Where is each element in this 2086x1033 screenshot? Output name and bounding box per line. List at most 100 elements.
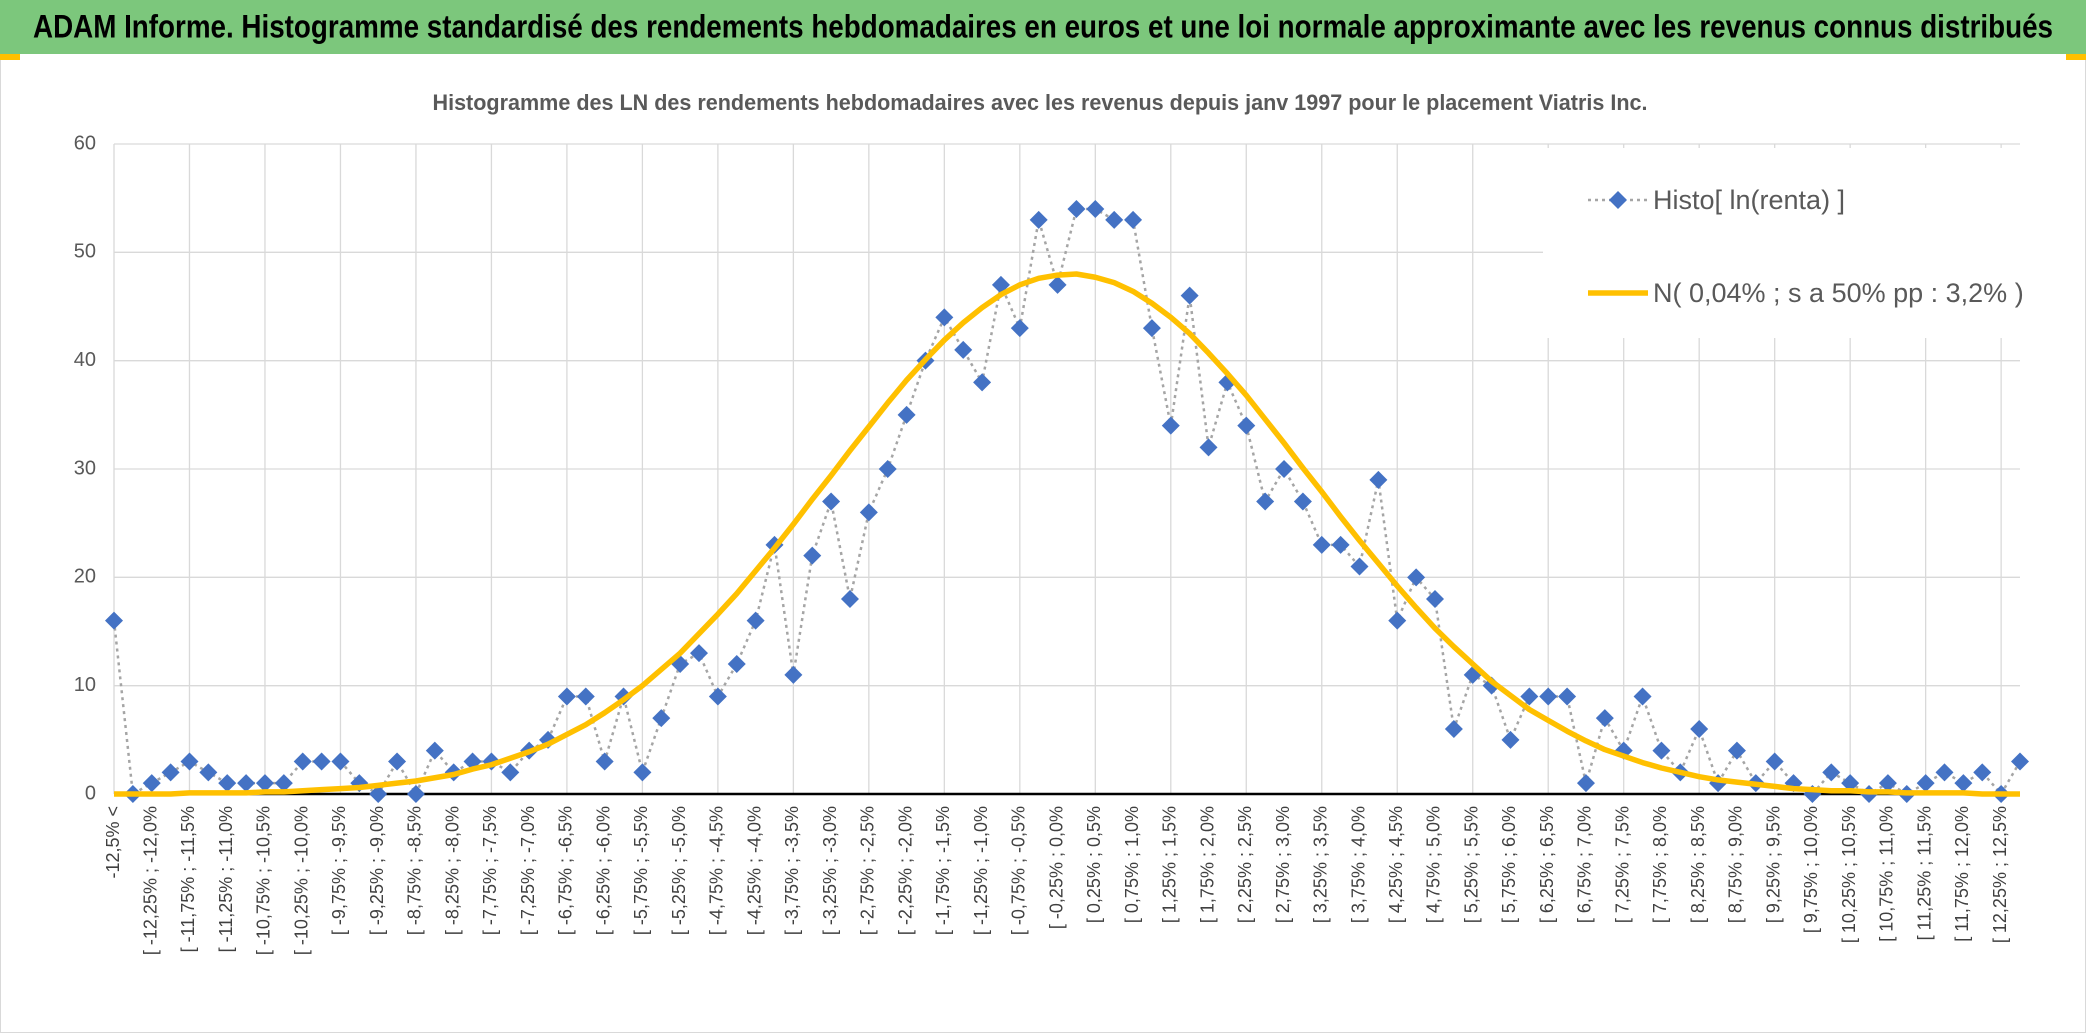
x-tick-label: [ -0,75% ; -0,5%	[1009, 806, 1029, 935]
x-tick-label: [ -3,25% ; -3,0%	[820, 806, 840, 935]
corner	[0, 54, 20, 60]
x-tick-label: [ 9,25% ; 9,5%	[1763, 806, 1783, 923]
point	[954, 340, 973, 359]
x-tick-label: [ 6,75% ; 7,0%	[1575, 806, 1595, 923]
point	[1916, 774, 1935, 793]
x-tick-label: -12,5% <	[103, 806, 123, 879]
x-tick-label: [ 9,75% ; 10,0%	[1801, 806, 1821, 933]
x-tick-label: [ -12,25% ; -12,0%	[140, 806, 160, 955]
point	[1482, 676, 1501, 695]
point	[1425, 590, 1444, 608]
point	[690, 644, 709, 663]
point	[1067, 200, 1086, 218]
point	[1935, 763, 1954, 782]
x-tick-label: [ -4,25% ; -4,0%	[744, 806, 764, 935]
x-tick-label: [ -0,25% ; 0,0%	[1046, 806, 1066, 929]
point	[293, 752, 312, 771]
point	[161, 763, 180, 782]
point	[1558, 687, 1577, 706]
point	[218, 774, 237, 793]
x-tick-label: [ -6,75% ; -6,5%	[556, 806, 576, 935]
point	[1350, 557, 1369, 576]
x-tick-label: [ 2,75% ; 3,0%	[1273, 806, 1293, 923]
point	[897, 405, 916, 424]
header-band	[0, 0, 2086, 54]
x-tick-label: [ 4,75% ; 5,0%	[1424, 806, 1444, 923]
point	[1520, 687, 1539, 706]
x-tick-label: [ 7,75% ; 8,0%	[1650, 806, 1670, 923]
x-tick-label: [ 10,25% ; 10,5%	[1839, 806, 1859, 943]
point	[1822, 763, 1841, 782]
x-tick-label: [ -1,75% ; -1,5%	[933, 806, 953, 935]
point	[1312, 535, 1331, 554]
x-tick-label: [ -5,75% ; -5,5%	[631, 806, 651, 935]
point	[1161, 416, 1180, 435]
point	[274, 774, 293, 793]
point	[1407, 568, 1426, 587]
point	[1690, 720, 1709, 738]
x-tick-label: [ -9,25% ; -9,0%	[367, 806, 387, 935]
point	[2011, 752, 2029, 771]
x-tick-label: [ 3,75% ; 4,0%	[1348, 806, 1368, 923]
legend-marker	[1609, 191, 1627, 209]
x-tick-label: [ -5,25% ; -5,0%	[669, 806, 689, 935]
x-tick-label: [ -10,25% ; -10,0%	[291, 806, 311, 955]
point	[1293, 492, 1312, 511]
point	[388, 752, 407, 771]
point	[1105, 210, 1124, 229]
legend-label: Histo[ ln(renta) ]	[1653, 185, 1845, 215]
point	[199, 763, 218, 782]
y-tick-label: 20	[74, 566, 96, 588]
point	[1048, 275, 1067, 294]
x-tick-label: [ -9,75% ; -9,5%	[329, 806, 349, 935]
point	[369, 785, 388, 803]
x-tick-label: [ 11,25% ; 11,5%	[1914, 806, 1934, 940]
x-tick-label: [ -10,75% ; -10,5%	[254, 806, 274, 955]
point	[746, 611, 765, 630]
y-tick-label: 40	[74, 349, 96, 371]
x-tick-label: [ 1,75% ; 2,0%	[1197, 806, 1217, 923]
point	[1010, 319, 1029, 338]
x-tick-label: [ -7,25% ; -7,0%	[518, 806, 538, 935]
point	[1633, 687, 1652, 706]
x-tick-label: [ 6,25% ; 6,5%	[1537, 806, 1557, 923]
point	[425, 741, 444, 760]
chart-title: Histogramme des LN des rendements hebdom…	[433, 90, 1648, 115]
point	[784, 665, 803, 684]
point	[859, 503, 878, 522]
series-line	[112, 207, 2022, 796]
point	[822, 492, 841, 511]
point	[1576, 774, 1595, 793]
series-line	[114, 271, 2020, 797]
x-tick-label: [ -3,75% ; -3,5%	[782, 806, 802, 935]
point	[973, 373, 992, 392]
point	[1501, 730, 1520, 749]
point	[1124, 210, 1143, 229]
x-tick-label: [ 3,25% ; 3,5%	[1311, 806, 1331, 923]
point	[840, 590, 859, 608]
x-tick-label: [ -7,75% ; -7,5%	[480, 806, 500, 935]
point	[1954, 774, 1973, 793]
x-tick-label: [ 8,75% ; 9,0%	[1726, 806, 1746, 923]
point	[935, 308, 954, 327]
x-tick-label: [ -11,25% ; -11,0%	[216, 806, 236, 952]
point	[1256, 492, 1275, 511]
point	[1237, 416, 1256, 435]
x-tick-label: [ -11,75% ; -11,5%	[178, 806, 198, 952]
point	[1841, 774, 1860, 793]
point	[557, 687, 576, 706]
legend-box	[1543, 148, 2020, 338]
x-tick-label: [ 4,25% ; 4,5%	[1386, 806, 1406, 923]
x-tick-label: [ 8,25% ; 8,5%	[1688, 806, 1708, 923]
x-tick-label: [ 2,25% ; 2,5%	[1235, 806, 1255, 923]
point	[1142, 319, 1161, 338]
x-tick-label: [ -4,75% ; -4,5%	[707, 806, 727, 935]
point	[708, 687, 727, 706]
point	[180, 752, 199, 771]
x-tick-label: [ 11,75% ; 12,0%	[1952, 806, 1972, 942]
x-tick-label: [ 12,25% ; 12,5%	[1990, 806, 2010, 943]
y-tick-label: 50	[74, 241, 96, 263]
point	[1595, 709, 1614, 728]
